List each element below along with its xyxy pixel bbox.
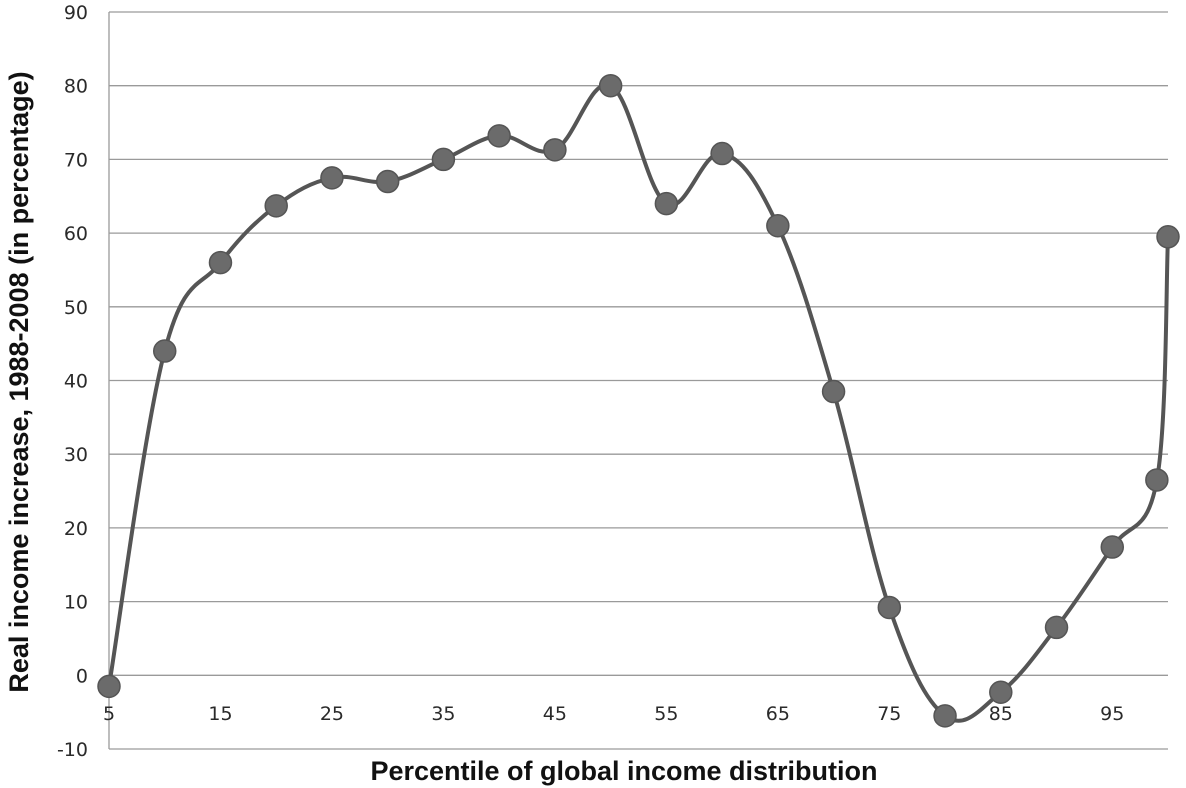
gridlines [108,11,1168,750]
data-point-70 [821,379,846,404]
x-tick-label: 55 [654,703,678,725]
x-tick-label: 45 [543,703,567,725]
data-points [97,73,1180,728]
data-point-80 [933,704,957,728]
x-tick-label: 15 [208,703,232,725]
y-tick-label: 80 [64,76,88,98]
data-point-35 [431,147,456,172]
data-point-10 [152,339,177,363]
data-point-25 [320,166,344,190]
data-point-60 [710,141,734,166]
x-tick-label: 35 [431,703,455,725]
y-tick-label: -10 [57,739,88,761]
data-point-99 [1145,468,1169,492]
data-point-30 [375,169,400,194]
y-tick-label: 90 [64,2,88,24]
x-tick-label: 75 [877,703,901,725]
data-point-75 [877,595,902,620]
x-axis-title: Percentile of global income distribution [370,756,877,786]
data-point-65 [766,213,790,238]
y-tick-label: 0 [76,665,88,687]
y-axis-title: Real income increase, 1988-2008 (in perc… [4,71,34,692]
data-point-45 [543,138,567,162]
y-axis-ticks: -10 0 10 20 30 40 50 60 70 80 90 [57,2,88,761]
data-point-50 [598,73,623,98]
y-tick-label: 50 [64,297,88,319]
data-point-90 [1044,615,1069,640]
data-point-15 [208,250,233,275]
x-tick-label: 65 [766,703,790,725]
x-tick-label: 25 [320,703,344,725]
data-point-40 [487,124,511,148]
series-line [107,82,1170,723]
x-tick-label: 95 [1100,703,1124,725]
x-axis-ticks: 5 15 25 35 45 55 65 75 85 95 [103,703,1124,725]
y-tick-label: 70 [64,149,88,171]
data-point-20 [264,194,288,218]
y-tick-label: 20 [64,518,88,540]
y-tick-label: 10 [64,592,88,614]
y-tick-label: 60 [64,223,88,245]
x-tick-label: 5 [103,703,115,725]
y-tick-label: 40 [64,371,88,393]
data-point-95 [1100,535,1125,559]
data-point-5 [97,674,121,699]
y-tick-label: 30 [64,444,88,466]
data-point-100 [1156,225,1180,249]
data-point-85 [989,680,1013,705]
x-tick-label: 85 [989,703,1013,725]
data-point-55 [654,191,679,216]
